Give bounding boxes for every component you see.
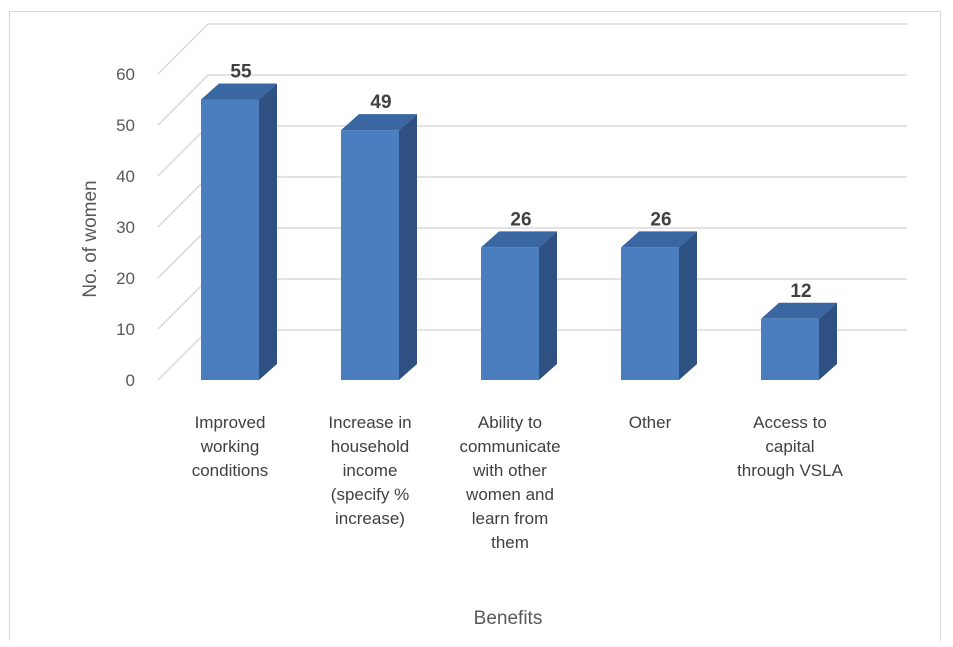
category-label: Access to capital through VSLA xyxy=(737,413,844,480)
data-label: 12 xyxy=(790,281,811,302)
y-tick-label: 50 xyxy=(116,116,135,135)
data-label: 26 xyxy=(510,209,531,230)
y-tick-label: 60 xyxy=(116,65,135,84)
data-label: 49 xyxy=(370,92,391,113)
gridline-depth xyxy=(157,329,209,381)
y-tick-label: 30 xyxy=(116,218,135,237)
chart-frame xyxy=(9,11,941,641)
y-axis-ticks: 0 10 20 30 40 50 60 xyxy=(116,65,135,390)
bar-side xyxy=(679,231,697,380)
y-tick-label: 40 xyxy=(116,167,135,186)
bar-side xyxy=(399,114,417,380)
category-label: Improved working conditions xyxy=(192,413,269,480)
gridline-depth xyxy=(157,278,209,330)
gridline-depth xyxy=(157,176,209,228)
category-label: Other xyxy=(629,413,672,432)
data-label: 26 xyxy=(650,209,671,230)
bar xyxy=(481,247,539,380)
gridline-depth xyxy=(157,227,209,279)
gridlines xyxy=(157,23,907,381)
y-tick-label: 10 xyxy=(116,320,135,339)
bar-side xyxy=(819,302,837,380)
gridline-depth xyxy=(157,74,209,126)
category-label: Increase in household income (specify % incr… xyxy=(328,413,411,528)
bar-side xyxy=(259,83,277,380)
bar xyxy=(341,130,399,380)
bar-top xyxy=(621,231,697,248)
y-tick-label: 0 xyxy=(126,371,135,390)
y-axis-title: No. of women xyxy=(80,180,101,297)
x-axis-title: Benefits xyxy=(474,608,543,629)
category-label: Ability to communicate with other women and… xyxy=(459,413,560,552)
gridline-depth xyxy=(157,125,209,177)
bar xyxy=(621,247,679,380)
bar-top xyxy=(481,231,557,248)
y-tick-label: 20 xyxy=(116,269,135,288)
gridline-depth xyxy=(157,23,209,75)
x-axis-categories: Improved working conditions Increase in hous… xyxy=(192,413,844,552)
bar-top xyxy=(341,114,417,131)
data-label: 55 xyxy=(230,62,252,83)
bar-top xyxy=(761,302,837,319)
bars xyxy=(201,83,837,380)
data-labels: 55 49 26 26 12 xyxy=(230,62,811,302)
bar-side xyxy=(539,231,557,380)
bar-top xyxy=(201,83,277,100)
bar xyxy=(201,99,259,380)
bar xyxy=(761,318,819,380)
